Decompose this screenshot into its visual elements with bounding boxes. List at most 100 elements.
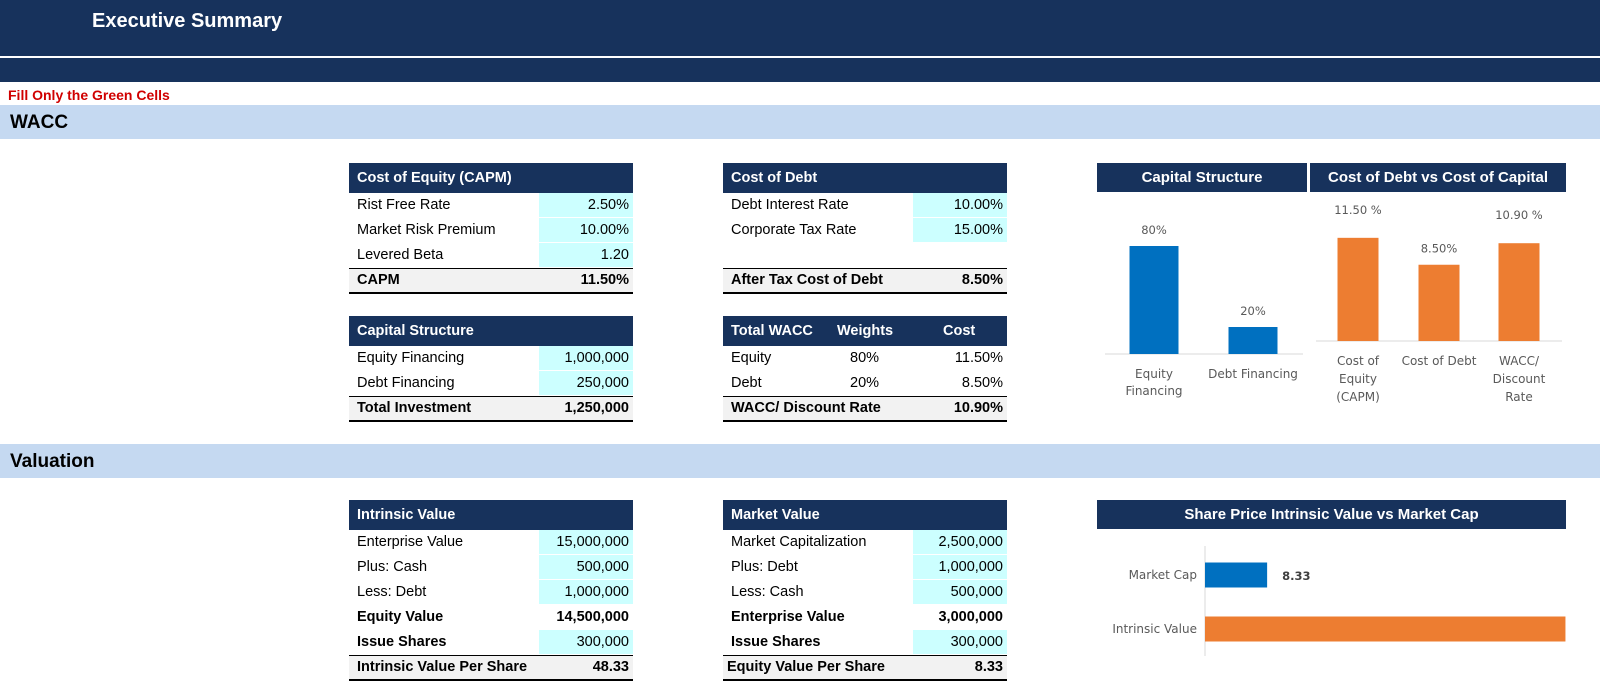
market-value-table: Market Value Market Capitalization 2,500… xyxy=(723,500,1007,681)
weight-value: 20% xyxy=(850,375,880,391)
row-label: Market Risk Premium xyxy=(357,222,496,238)
total-value: 1,250,000 xyxy=(564,400,629,416)
header-banner xyxy=(0,0,1600,56)
input-cell[interactable]: 300,000 xyxy=(913,630,1007,654)
table-row: Equity 80% 11.50% xyxy=(723,346,1007,371)
total-row: Intrinsic Value Per Share 48.33 xyxy=(349,655,633,681)
input-cell[interactable]: 250,000 xyxy=(539,371,633,395)
table-row: Levered Beta 1.20 xyxy=(349,243,633,268)
bar xyxy=(1337,237,1379,341)
total-row: Total Investment 1,250,000 xyxy=(349,396,633,422)
row-label: Equity Value xyxy=(357,609,444,625)
input-cell[interactable]: 1.20 xyxy=(539,243,633,267)
row-label: Enterprise Value xyxy=(357,534,464,550)
input-cell[interactable]: 10.00% xyxy=(539,218,633,242)
table-header: Market Value xyxy=(723,500,1007,530)
total-label: WACC/ Discount Rate xyxy=(731,400,881,416)
category-label: Intrinsic Value xyxy=(1112,622,1197,636)
total-label: After Tax Cost of Debt xyxy=(731,272,883,288)
bar xyxy=(1129,246,1179,354)
data-label: 10.90 % xyxy=(1495,208,1543,222)
data-label: 11.50 % xyxy=(1334,203,1382,217)
total-value: 10.90% xyxy=(953,400,1003,416)
data-label: 8.33 xyxy=(1282,569,1310,583)
category-label: WACC/Discount Rate xyxy=(1493,354,1546,404)
section-wacc-bar xyxy=(0,105,1600,139)
column-header: Cost xyxy=(943,323,976,339)
input-cell[interactable]: 500,000 xyxy=(913,580,1007,604)
table-row: Debt 20% 8.50% xyxy=(723,371,1007,396)
column-header: Total WACC xyxy=(731,323,813,339)
table-row: Debt Financing 250,000 xyxy=(349,371,633,396)
header-sub-banner xyxy=(0,58,1600,82)
total-value: 11.50% xyxy=(580,272,629,288)
total-value: 8.50% xyxy=(961,272,1003,288)
input-cell[interactable]: 2,500,000 xyxy=(913,530,1007,554)
table-row: Rist Free Rate 2.50% xyxy=(349,193,633,218)
total-row: After Tax Cost of Debt 8.50% xyxy=(723,268,1007,294)
table-row: Less: Cash 500,000 xyxy=(723,580,1007,605)
row-label: Issue Shares xyxy=(731,634,821,650)
row-label: Corporate Tax Rate xyxy=(731,222,857,238)
category-label: Equity Financing xyxy=(1125,367,1182,398)
row-label: Debt Interest Rate xyxy=(731,197,849,213)
total-value: 8.33 xyxy=(974,659,1003,675)
chart-title-capital-structure: Capital Structure xyxy=(1097,163,1307,192)
table-row: Equity Value 14,500,000 xyxy=(349,605,633,630)
table-row: Corporate Tax Rate 15.00% xyxy=(723,218,1007,243)
row-label: Equity xyxy=(731,350,772,366)
input-cell[interactable]: 2.50% xyxy=(539,193,633,217)
input-cell[interactable]: 15,000,000 xyxy=(539,530,633,554)
section-valuation-bar xyxy=(0,444,1600,478)
input-cell[interactable]: 300,000 xyxy=(539,630,633,654)
weight-value: 80% xyxy=(850,350,880,366)
input-cell[interactable]: 500,000 xyxy=(539,555,633,579)
row-label: Debt Financing xyxy=(357,375,455,391)
input-cell[interactable]: 1,000,000 xyxy=(913,555,1007,579)
input-cell[interactable]: 10.00% xyxy=(913,193,1007,217)
bar xyxy=(1418,264,1460,341)
table-header: Intrinsic Value xyxy=(349,500,633,530)
category-label: Market Cap xyxy=(1129,568,1197,582)
table-row: Enterprise Value 15,000,000 xyxy=(349,530,633,555)
computed-cell: 3,000,000 xyxy=(938,609,1003,625)
input-cell[interactable]: 15.00% xyxy=(913,218,1007,242)
table-header: Total WACC Weights Cost xyxy=(723,316,1007,346)
bar xyxy=(1498,243,1540,341)
table-row: Market Risk Premium 10.00% xyxy=(349,218,633,243)
total-value: 48.33 xyxy=(592,659,629,675)
cost-value: 8.50% xyxy=(961,375,1003,391)
row-label: Issue Shares xyxy=(357,634,447,650)
category-label: Cost of Debt xyxy=(1402,354,1477,368)
row-label: Plus: Cash xyxy=(357,559,428,575)
table-row: Plus: Debt 1,000,000 xyxy=(723,555,1007,580)
chart-title-share-price: Share Price Intrinsic Value vs Market Ca… xyxy=(1097,500,1566,529)
row-label: Levered Beta xyxy=(357,247,444,263)
table-row: Equity Financing 1,000,000 xyxy=(349,346,633,371)
capital-structure-chart: 80% Equity Financing 20% Debt Financing xyxy=(1105,223,1303,398)
row-label: Less: Debt xyxy=(357,584,427,600)
page-title: Executive Summary xyxy=(92,10,283,32)
intrinsic-value-table: Intrinsic Value Enterprise Value 15,000,… xyxy=(349,500,633,681)
total-label: Total Investment xyxy=(357,400,472,416)
empty-row xyxy=(723,243,1007,268)
total-row: CAPM 11.50% xyxy=(349,268,633,294)
bar xyxy=(1205,616,1566,642)
input-cell[interactable]: 1,000,000 xyxy=(539,346,633,370)
table-row: Enterprise Value 3,000,000 xyxy=(723,605,1007,630)
total-label: Equity Value Per Share xyxy=(727,659,885,675)
bar xyxy=(1205,562,1268,588)
row-label: Enterprise Value xyxy=(731,609,845,625)
data-label: 80% xyxy=(1141,223,1167,237)
category-label: Debt Financing xyxy=(1208,367,1298,381)
row-label: Less: Cash xyxy=(731,584,804,600)
row-label: Equity Financing xyxy=(357,350,465,366)
cost-comparison-chart: 11.50 % Cost of Equity (CAPM) 8.50% Cost of D… xyxy=(1316,203,1562,404)
total-label: CAPM xyxy=(357,272,400,288)
chart-title-cost-comparison: Cost of Debt vs Cost of Capital xyxy=(1310,163,1566,192)
total-row: Equity Value Per Share 8.33 xyxy=(723,655,1007,681)
table-header: Capital Structure xyxy=(349,316,633,346)
input-cell[interactable]: 1,000,000 xyxy=(539,580,633,604)
table-row: Less: Debt 1,000,000 xyxy=(349,580,633,605)
